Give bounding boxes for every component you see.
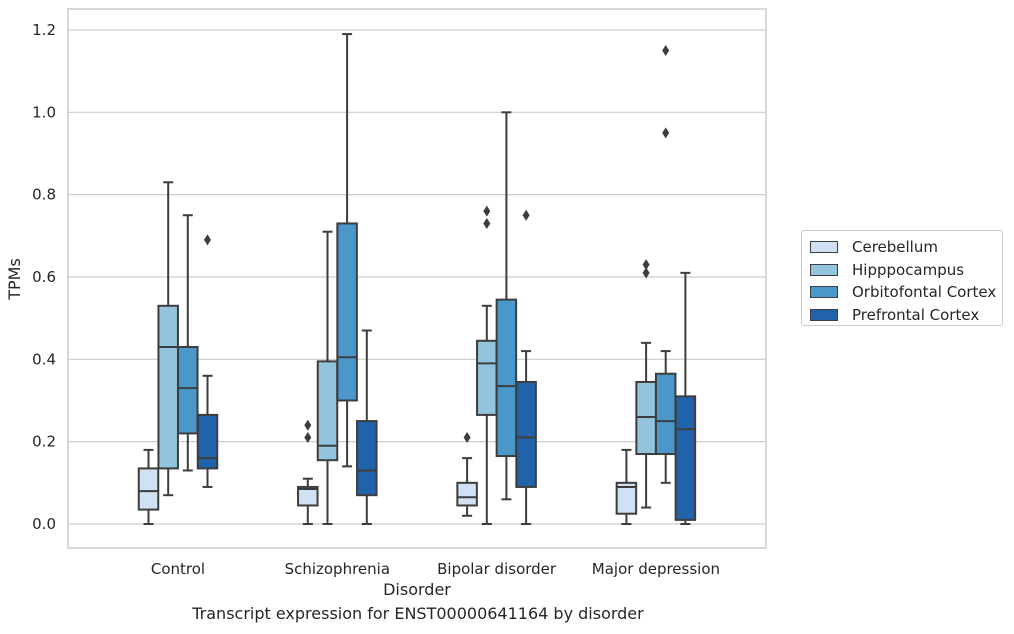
iqr-box [674,395,697,521]
y-tick-label: 0.8 [32,186,56,204]
y-tick-label: 1.2 [32,21,56,39]
outlier-point [483,205,491,217]
outlier-point [642,267,650,279]
grid-lines [67,8,767,549]
y-tick-label: 0.0 [32,515,56,533]
box-orbitofontal-cortex [336,33,358,468]
box-cerebellum [456,432,478,517]
box-cerebellum [137,448,160,525]
outlier-point [642,259,650,271]
legend-swatch-prefrontal [810,309,838,322]
iqr-box [615,481,638,515]
iqr-box [157,304,179,470]
iqr-box [654,372,677,456]
legend-swatch-hippocampus [810,263,838,276]
figure-caption: Transcript expression for ENST0000064116… [192,604,644,623]
box-cerebellum [297,419,319,525]
box-prefrontal-cortex [356,329,378,525]
box-prefrontal-cortex [674,271,697,525]
legend-label: Cerebellum [852,238,938,257]
iqr-box [635,380,657,456]
legend-item: Orbitofontal Cortex [810,281,1002,304]
iqr-box [316,360,339,462]
box-cerebellum [615,448,638,525]
iqr-box [495,298,518,458]
box-orbitofontal-cortex [177,214,199,472]
x-tick-label: Bipolar disorder [437,560,557,578]
legend: Cerebellum Hipppocampus Orbitofontal Cor… [801,230,1003,326]
iqr-box [196,413,219,470]
outlier-point [204,234,211,246]
outlier-point [662,127,670,139]
y-tick-label: 1.0 [32,103,56,121]
outlier-point [483,217,491,229]
outlier-point [662,45,670,57]
legend-label: Hipppocampus [852,260,965,279]
iqr-box [356,420,378,497]
box-orbitofontal-cortex [495,111,518,501]
x-tick-label: Control [151,560,205,578]
axes: 0.0 0.2 0.4 0.6 0.8 1.0 1.2 Control Schizophreni… [32,21,720,578]
legend-label: Orbitofontal Cortex [852,283,997,302]
x-tick-label: Schizophrenia [285,560,390,578]
x-tick-label: Major depression [592,560,720,578]
box-plot-boxes [137,33,697,525]
legend-item: Prefrontal Cortex [810,304,1002,327]
iqr-box [515,380,537,488]
legend-swatch-orbitofrontal [810,286,838,299]
legend-swatch-cerebellum [810,241,838,254]
outlier-point [304,419,312,431]
iqr-box [456,481,478,507]
y-tick-label: 0.4 [32,350,56,368]
legend-label: Prefrontal Cortex [852,306,980,325]
y-axis-label: TPMs [5,258,24,301]
y-tick-label: 0.6 [32,268,56,286]
iqr-box [137,467,160,511]
legend-item: Cerebellum [810,236,1002,259]
x-axis-label: Disorder [383,580,451,599]
box-hipppocampus [476,205,498,525]
iqr-box [476,339,498,416]
y-tick-label: 0.2 [32,433,56,451]
box-hipppocampus [316,230,339,525]
iqr-box [336,222,358,402]
legend-item: Hipppocampus [810,259,1002,282]
box-prefrontal-cortex [196,234,219,488]
iqr-box [177,345,199,435]
outlier-point [304,432,312,444]
outlier-point [463,432,471,444]
plot-frame [67,8,767,549]
iqr-box [297,485,319,507]
box-prefrontal-cortex [515,209,537,525]
outlier-point [522,209,530,221]
